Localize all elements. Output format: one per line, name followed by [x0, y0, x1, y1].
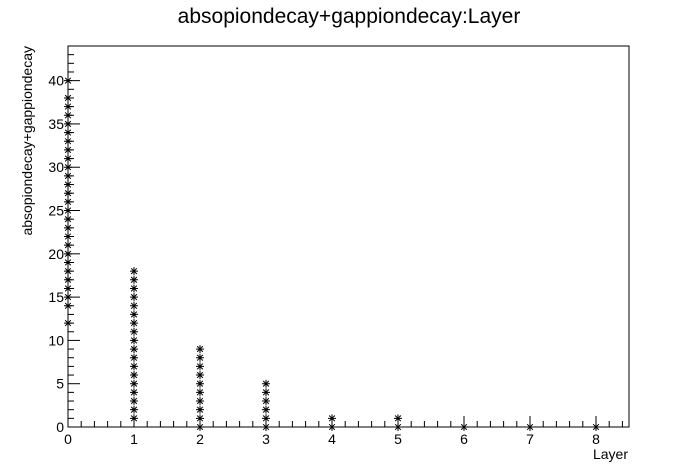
y-tick-label: 20	[48, 246, 64, 262]
data-point	[262, 405, 270, 414]
data-point	[64, 111, 72, 120]
x-axis-tick-labels: 0 1 2 3 4 5 6 7 8	[64, 431, 600, 447]
data-point	[130, 345, 138, 354]
data-point	[196, 414, 204, 423]
data-point	[592, 423, 600, 431]
data-point	[262, 388, 270, 397]
data-point	[64, 128, 72, 137]
x-tick-label: 2	[196, 431, 204, 447]
data-point	[64, 163, 72, 172]
x-tick-label: 7	[526, 431, 534, 447]
data-point	[196, 345, 204, 354]
data-point	[262, 423, 270, 431]
y-tick-label: 35	[48, 116, 64, 132]
data-point	[130, 284, 138, 293]
data-point	[130, 388, 138, 397]
data-point	[64, 206, 72, 215]
data-point	[130, 414, 138, 423]
data-point	[64, 102, 72, 111]
data-point	[130, 327, 138, 336]
data-point	[64, 76, 72, 85]
x-tick-label: 8	[592, 431, 600, 447]
data-point	[130, 293, 138, 302]
data-point	[64, 258, 72, 267]
y-axis-tick-labels: 0 5 10 15 20 25 30 35 40	[48, 73, 64, 435]
data-point	[130, 405, 138, 414]
data-point	[64, 223, 72, 232]
data-point	[64, 232, 72, 241]
data-point	[262, 397, 270, 406]
x-axis-title: Layer	[593, 446, 628, 462]
y-axis-title: absopiondecay+gappiondecay	[19, 46, 35, 236]
data-point	[130, 301, 138, 310]
y-tick-label: 10	[48, 332, 64, 348]
x-axis-ticks	[67, 416, 623, 427]
data-point	[394, 414, 402, 423]
data-point	[64, 180, 72, 189]
x-tick-label: 5	[394, 431, 402, 447]
data-point	[130, 379, 138, 388]
data-point	[64, 284, 72, 293]
data-point	[64, 171, 72, 180]
data-point	[64, 215, 72, 224]
data-point	[130, 267, 138, 276]
data-point	[394, 423, 402, 431]
y-tick-label: 0	[56, 419, 64, 435]
y-tick-label: 15	[48, 289, 64, 305]
data-point	[64, 293, 72, 302]
data-point	[64, 275, 72, 284]
data-point	[64, 189, 72, 198]
data-point	[64, 241, 72, 250]
data-point	[130, 336, 138, 345]
y-tick-label: 25	[48, 203, 64, 219]
data-point	[196, 397, 204, 406]
x-tick-label: 4	[328, 431, 336, 447]
x-tick-label: 1	[130, 431, 138, 447]
data-point	[328, 414, 336, 423]
data-point	[64, 137, 72, 146]
data-point	[196, 353, 204, 362]
data-point	[196, 423, 204, 431]
data-point	[130, 319, 138, 328]
x-tick-label: 0	[64, 431, 72, 447]
data-point	[328, 423, 336, 431]
data-point	[64, 145, 72, 154]
data-point	[526, 423, 534, 431]
data-point	[262, 379, 270, 388]
data-points	[64, 76, 600, 431]
data-point	[130, 310, 138, 319]
data-point	[64, 267, 72, 276]
data-point	[64, 319, 72, 328]
data-point	[64, 93, 72, 102]
data-point	[64, 119, 72, 128]
data-point	[460, 423, 468, 431]
data-point	[196, 379, 204, 388]
data-point	[64, 301, 72, 310]
data-point	[130, 362, 138, 371]
data-point	[64, 249, 72, 258]
data-point	[130, 371, 138, 380]
data-point	[130, 275, 138, 284]
y-tick-label: 5	[56, 376, 64, 392]
data-point	[196, 405, 204, 414]
x-tick-label: 6	[460, 431, 468, 447]
data-point	[130, 397, 138, 406]
data-point	[64, 197, 72, 206]
data-point	[196, 371, 204, 380]
plot-frame	[67, 45, 630, 428]
data-point	[196, 362, 204, 371]
data-point	[130, 353, 138, 362]
data-point	[196, 388, 204, 397]
y-tick-label: 30	[48, 159, 64, 175]
data-point	[262, 414, 270, 423]
chart-title: absopiondecay+gappiondecay:Layer	[178, 5, 521, 28]
y-tick-label: 40	[48, 73, 64, 89]
data-point	[64, 154, 72, 163]
x-tick-label: 3	[262, 431, 270, 447]
